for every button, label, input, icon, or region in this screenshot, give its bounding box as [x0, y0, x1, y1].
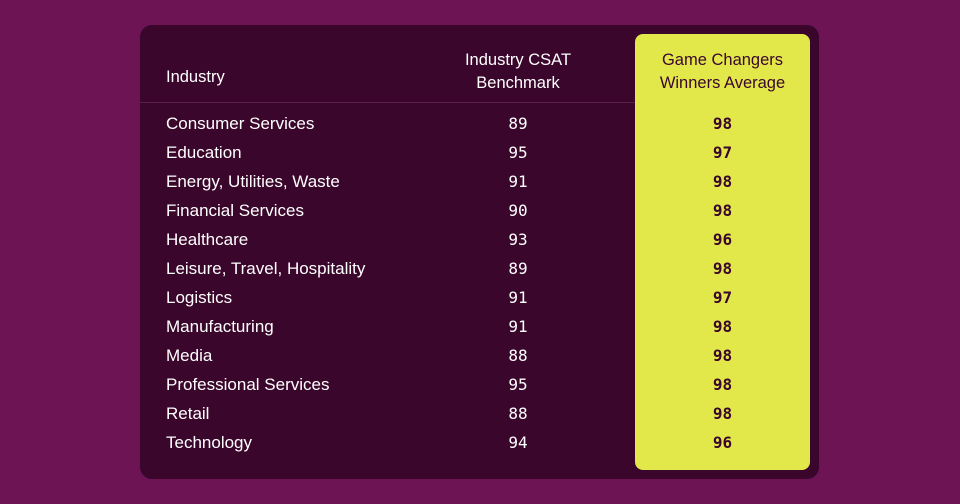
header-industry: Industry	[166, 66, 225, 89]
header-benchmark-line-2: Benchmark	[476, 74, 560, 92]
benchmark-cell: 88	[508, 346, 528, 365]
industry-cell: Leisure, Travel, Hospitality	[166, 259, 366, 278]
winners-cell: 98	[712, 346, 733, 365]
winners-cell: 98	[712, 317, 733, 336]
benchmark-cell: 95	[508, 375, 528, 394]
industry-cell: Financial Services	[166, 201, 304, 220]
winners-cell: 98	[712, 201, 733, 220]
winners-cell: 98	[712, 259, 733, 278]
benchmark-cell: 90	[508, 201, 528, 220]
table-row: Consumer Services 89 98	[140, 109, 819, 138]
industry-cell: Professional Services	[166, 375, 330, 394]
table-row: Leisure, Travel, Hospitality 89 98	[140, 254, 819, 283]
winners-cell: 97	[712, 288, 733, 307]
header-winners: Game Changers Winners Average	[635, 49, 810, 95]
industry-cell: Retail	[166, 404, 210, 423]
benchmark-cell: 91	[508, 288, 528, 307]
industry-cell: Energy, Utilities, Waste	[166, 172, 340, 191]
winners-cell: 98	[712, 375, 733, 394]
table-row: Energy, Utilities, Waste 91 98	[140, 167, 819, 196]
industry-cell: Manufacturing	[166, 317, 274, 336]
industry-cell: Logistics	[166, 288, 233, 307]
table-row: Healthcare 93 96	[140, 225, 819, 254]
header-winners-line-1: Game Changers	[661, 51, 784, 69]
winners-cell: 98	[712, 172, 733, 191]
industry-cell: Consumer Services	[166, 114, 315, 133]
table-row: Media 88 98	[140, 341, 819, 370]
winners-cell: 96	[712, 433, 733, 452]
benchmark-cell: 91	[508, 172, 528, 191]
table-row: Professional Services 95 98	[140, 370, 819, 399]
winners-cell: 97	[712, 143, 733, 162]
benchmark-cell: 89	[508, 114, 528, 133]
industry-cell: Healthcare	[166, 230, 249, 249]
benchmark-cell: 91	[508, 317, 528, 336]
table-row: Manufacturing 91 98	[140, 312, 819, 341]
winners-cell: 96	[712, 230, 733, 249]
table-row: Technology 94 96	[140, 428, 819, 457]
winners-cell: 98	[712, 404, 733, 423]
header-divider	[140, 102, 635, 103]
benchmark-cell: 94	[508, 433, 528, 452]
csat-table-card: Industry Industry CSAT Benchmark Game Ch…	[140, 25, 819, 479]
benchmark-cell: 89	[508, 259, 528, 278]
header-industry-line: Industry	[166, 68, 225, 86]
industry-cell: Education	[166, 143, 242, 162]
table-row: Education 95 97	[140, 138, 819, 167]
table-row: Retail 88 98	[140, 399, 819, 428]
benchmark-cell: 95	[508, 143, 528, 162]
header-winners-line-2: Winners Average	[659, 74, 786, 92]
table-row: Logistics 91 97	[140, 283, 819, 312]
winners-cell: 98	[712, 114, 733, 133]
header-benchmark: Industry CSAT Benchmark	[438, 49, 598, 95]
benchmark-cell: 93	[508, 230, 528, 249]
industry-cell: Technology	[166, 433, 253, 452]
table-row: Financial Services 90 98	[140, 196, 819, 225]
benchmark-cell: 88	[508, 404, 528, 423]
industry-cell: Media	[166, 346, 213, 365]
header-benchmark-line-1: Industry CSAT	[464, 51, 572, 69]
winners-column-highlight	[635, 34, 810, 470]
